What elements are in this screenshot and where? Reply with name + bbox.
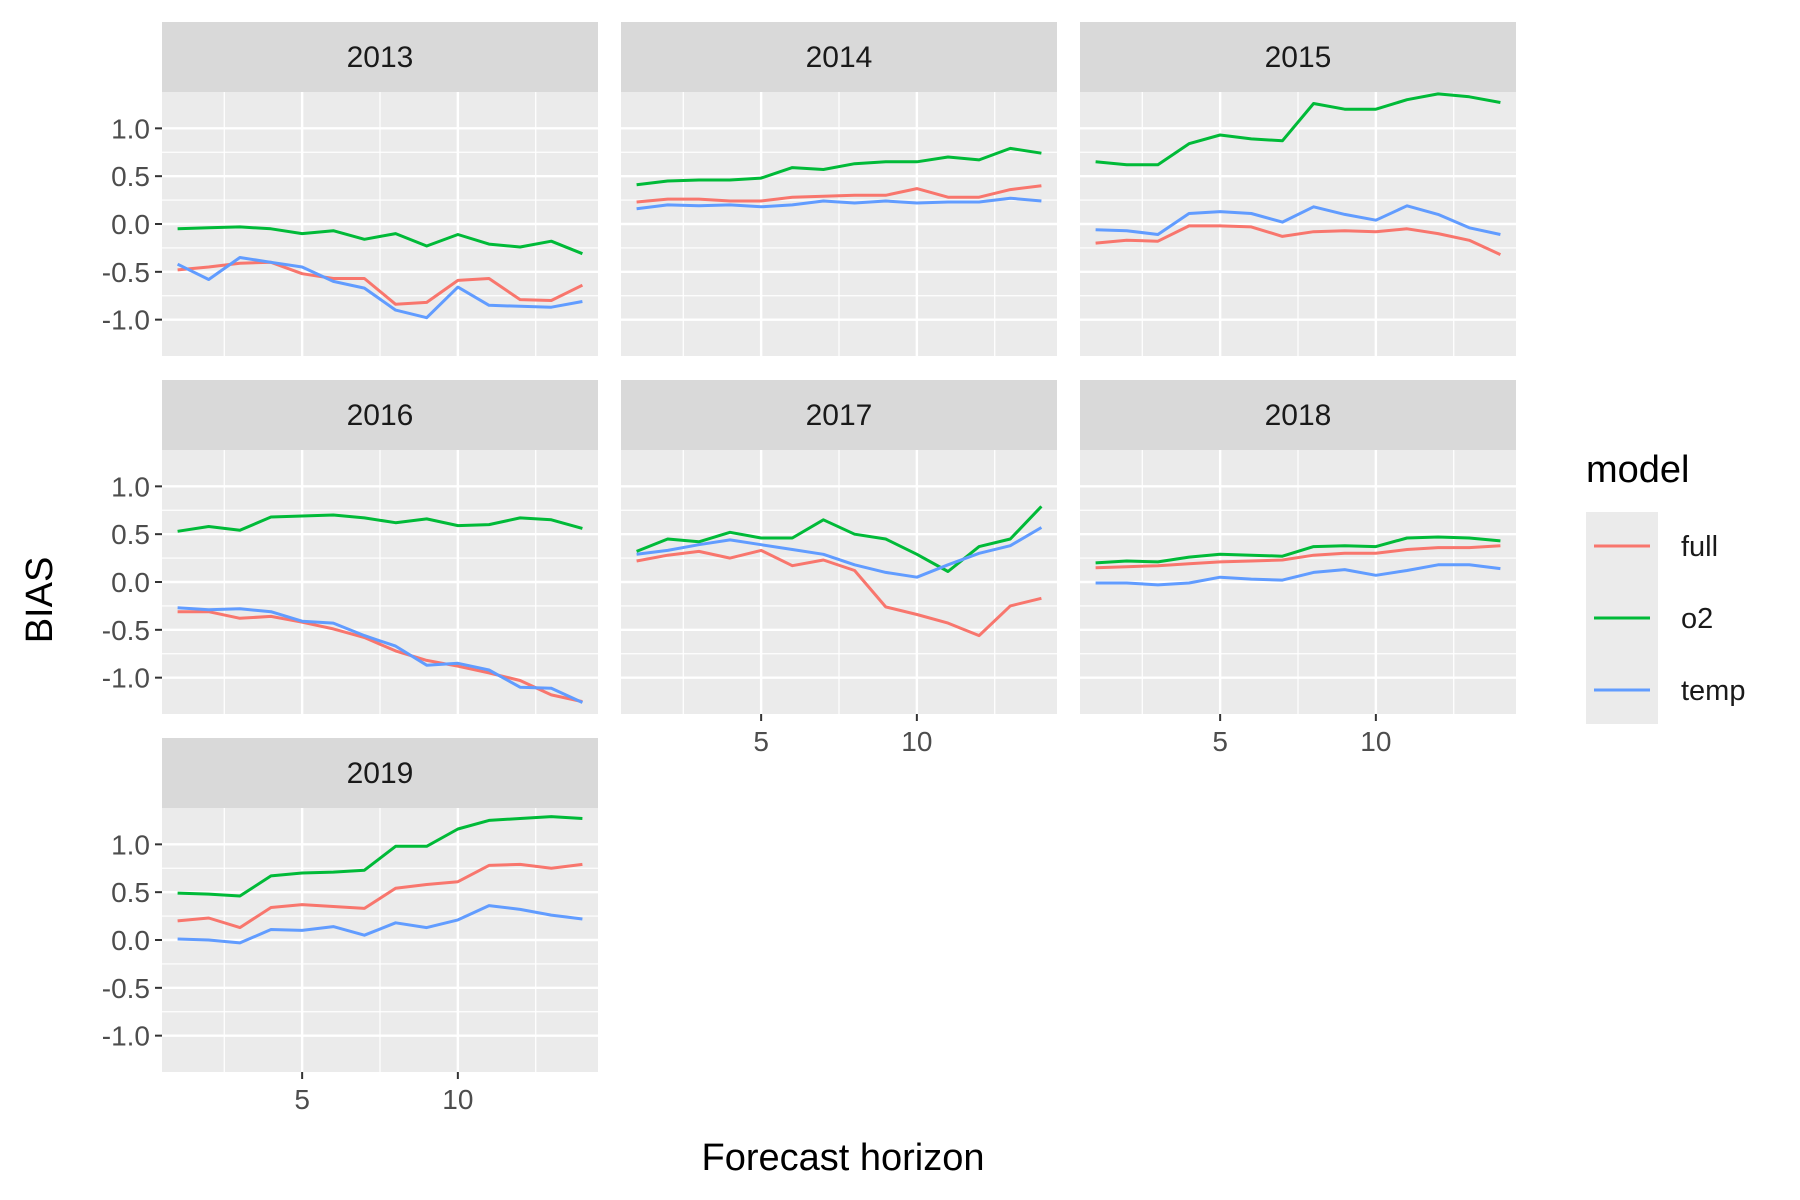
y-tick-label: -1.0 [102, 1021, 150, 1052]
facet-strip-label: 2019 [347, 757, 414, 790]
facet-panels: 2013 -1.0 -0.5 0.0 0.5 1.0 2014 2015 2016 -1.0 -0.… [102, 22, 1516, 1115]
series-line-o2 [636, 505, 1043, 573]
legend: model full o2 temp [1586, 449, 1745, 724]
facet-strip-label: 2017 [806, 399, 873, 432]
series-line-full [177, 260, 584, 306]
series-line-temp [177, 904, 583, 945]
facet-strip [162, 738, 598, 808]
facet-strip [1080, 380, 1516, 450]
x-tick-label: 10 [1360, 726, 1391, 757]
series-line-o2 [177, 225, 583, 256]
series-line-full [177, 862, 583, 930]
y-tick-label: -1.0 [102, 663, 150, 694]
facet-panel-2016: 2016 -1.0 -0.5 0.0 0.5 1.0 [102, 380, 598, 714]
legend-label: o2 [1681, 603, 1713, 635]
facet-strip-label: 2013 [347, 41, 414, 74]
x-tick-label: 10 [901, 726, 932, 757]
facet-panel-2017: 2017 5 10 [621, 380, 1057, 757]
legend-entry-o2: o2 [1594, 603, 1713, 635]
series-line-o2 [177, 513, 583, 533]
facet-strip [1080, 22, 1516, 92]
series-line-full [1095, 224, 1502, 256]
series-line-temp [1095, 563, 1501, 587]
facet-panel-2014: 2014 [621, 22, 1057, 356]
legend-title: model [1586, 449, 1690, 491]
legend-entry-temp: temp [1594, 675, 1745, 707]
x-tick-label: 5 [294, 1084, 310, 1115]
facet-strip-label: 2018 [1265, 399, 1332, 432]
facet-strip-label: 2014 [806, 41, 873, 74]
y-tick-label: -0.5 [102, 973, 150, 1004]
series-line-full [177, 610, 583, 704]
y-tick-label: -1.0 [102, 305, 150, 336]
y-tick-label: 0.5 [111, 519, 150, 550]
facet-strip [162, 380, 598, 450]
series-line-temp [176, 256, 583, 320]
y-tick-label: 0.0 [111, 567, 150, 598]
series-line-temp [636, 526, 1043, 579]
facet-strip [162, 22, 598, 92]
legend-entry-full: full [1594, 531, 1718, 563]
series-line-temp [636, 196, 1042, 211]
y-tick-label: -0.5 [102, 615, 150, 646]
y-tick-label: 1.0 [111, 829, 150, 860]
facet-panel-2019: 2019 -1.0 -0.5 0.0 0.5 1.0 5 10 [102, 738, 598, 1115]
facet-strip-label: 2016 [347, 399, 414, 432]
y-tick-label: -0.5 [102, 257, 150, 288]
x-tick-label: 10 [442, 1084, 473, 1115]
x-axis-title: Forecast horizon [701, 1137, 984, 1179]
facet-strip-label: 2015 [1265, 41, 1332, 74]
y-tick-label: 0.0 [111, 209, 150, 240]
facet-strip [621, 380, 1057, 450]
series-line-o2 [1095, 535, 1501, 565]
facet-panel-2018: 2018 5 10 [1080, 380, 1516, 757]
series-line-temp [1095, 204, 1501, 236]
y-tick-label: 1.0 [111, 471, 150, 502]
series-line-o2 [636, 146, 1042, 187]
series-line-full [1095, 544, 1501, 570]
facet-panel-2015: 2015 [1080, 22, 1516, 356]
facet-panel-2013: 2013 -1.0 -0.5 0.0 0.5 1.0 [102, 22, 598, 356]
y-tick-label: 0.5 [111, 161, 150, 192]
x-tick-label: 5 [1212, 726, 1228, 757]
y-tick-label: 0.0 [111, 925, 150, 956]
legend-label: temp [1681, 675, 1745, 707]
series-line-full [636, 548, 1042, 638]
y-tick-label: 1.0 [111, 113, 150, 144]
series-line-o2 [177, 815, 583, 898]
series-line-full [636, 184, 1042, 204]
y-tick-label: 0.5 [111, 877, 150, 908]
legend-label: full [1681, 531, 1718, 563]
series-line-temp [177, 606, 584, 704]
y-axis-title: BIAS [19, 557, 61, 644]
facet-strip [621, 22, 1057, 92]
x-tick-label: 5 [753, 726, 769, 757]
series-line-o2 [1095, 92, 1501, 167]
